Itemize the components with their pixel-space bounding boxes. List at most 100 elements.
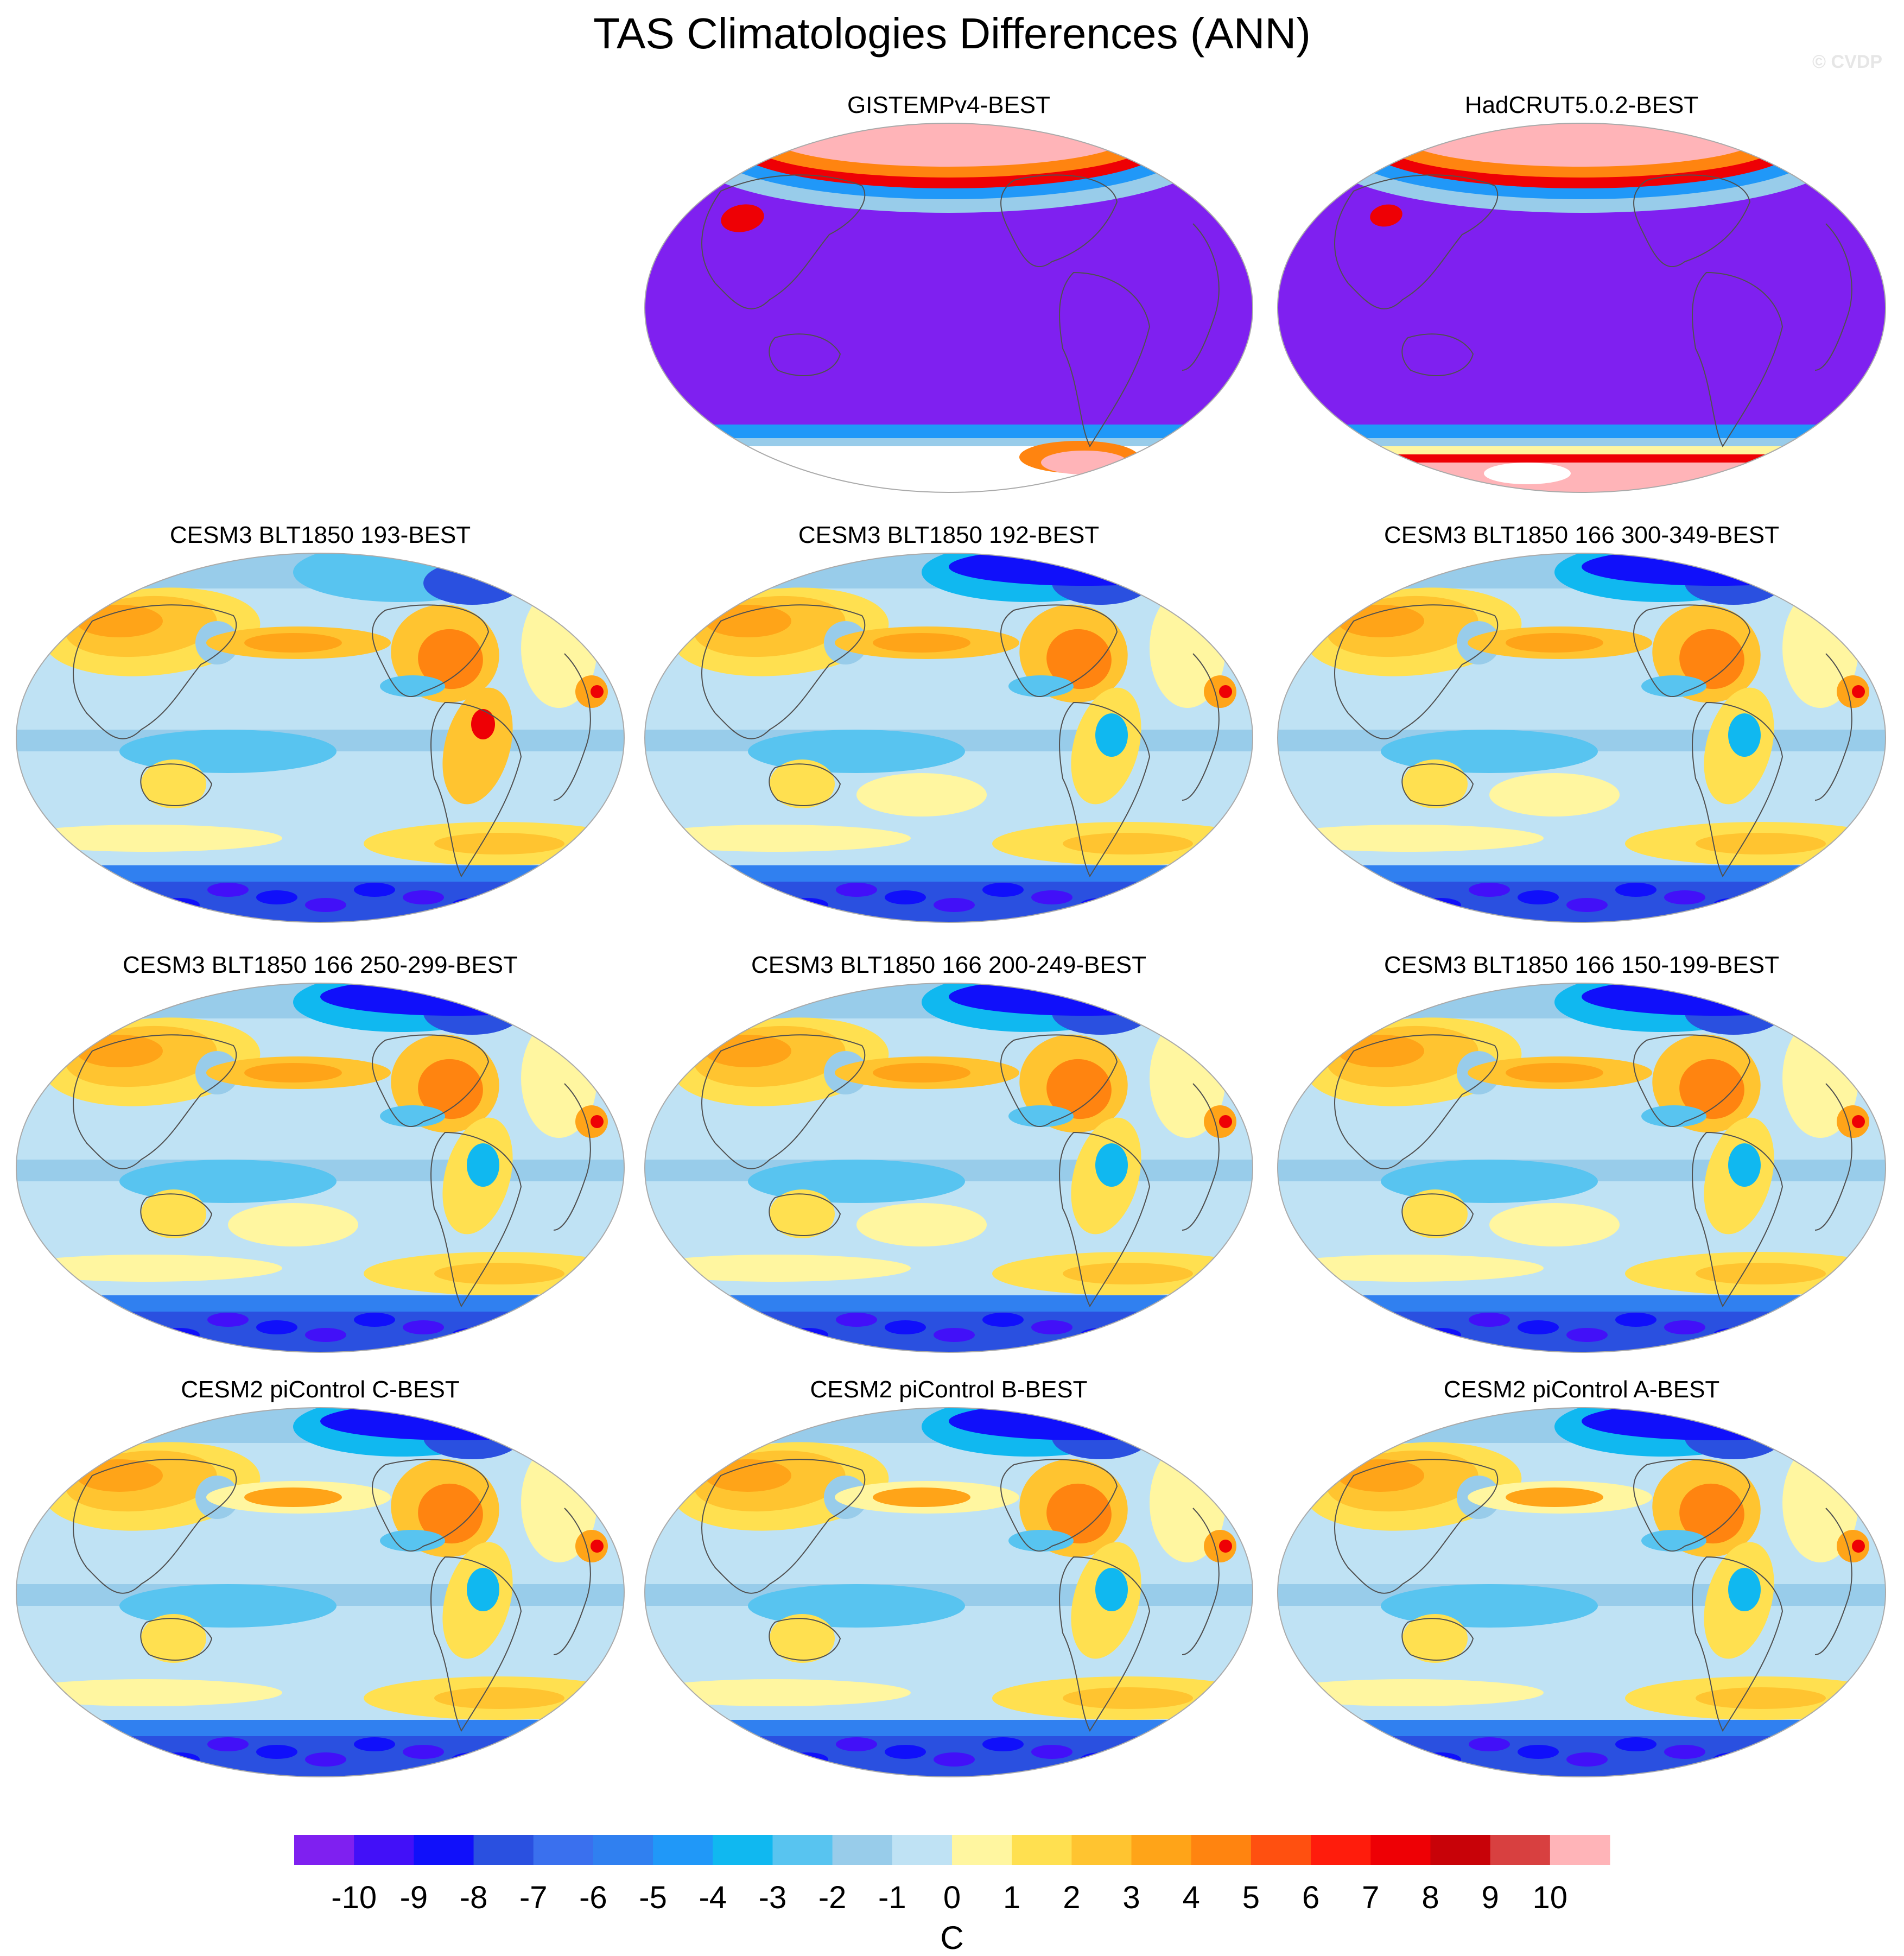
antarctic-core: [256, 1320, 297, 1334]
coastline: [1059, 1556, 1151, 1732]
australia-warm: [770, 1614, 835, 1663]
global-map: [644, 983, 1253, 1353]
so-warm-core: [434, 1687, 564, 1709]
colorbar-swatch: [1251, 1835, 1311, 1865]
antarctic-core: [689, 1313, 731, 1327]
antarctic-core: [1664, 890, 1705, 904]
coastline: [430, 1556, 522, 1732]
antarctic-core: [500, 1737, 542, 1751]
global-map: [644, 1407, 1253, 1777]
namerica-hot: [1679, 629, 1744, 689]
map-outline: [16, 1407, 625, 1777]
panel-title: CESM2 piControl A-BEST: [1443, 1376, 1720, 1403]
spac-warm: [856, 773, 987, 816]
map-field: [1278, 123, 1886, 492]
so-warm-core: [434, 833, 564, 854]
e-pacific-cool: [380, 675, 445, 697]
coastline: [1814, 1083, 1852, 1231]
coastline: [1334, 174, 1499, 309]
greenland-hot: [721, 204, 764, 232]
antarctic-core: [403, 890, 444, 904]
npac-warm-core: [1506, 1487, 1603, 1507]
antarctic-core: [689, 883, 731, 897]
coastline: [1814, 653, 1852, 801]
australia-warm: [1402, 759, 1468, 808]
antarctic-core: [787, 898, 828, 912]
colorbar-swatch: [1430, 1835, 1491, 1865]
coastline: [140, 763, 213, 806]
colorbar-tick-label: 8: [1421, 1880, 1439, 1915]
map-panel: CESM2 piControl A-BEST: [1272, 1375, 1891, 1777]
coastline: [1000, 1459, 1118, 1552]
antarctic-core: [1664, 1745, 1705, 1759]
antarctic-core: [1762, 1737, 1803, 1751]
coastline: [1633, 1459, 1751, 1552]
antarctic-core: [1322, 883, 1363, 897]
coastline: [553, 1083, 591, 1231]
antarctic-core: [836, 1737, 877, 1751]
map-outline: [1277, 983, 1886, 1353]
map-outline: [644, 553, 1253, 923]
colorbar-swatch: [952, 1835, 1012, 1865]
map-field: [645, 123, 1253, 492]
coastline: [73, 1459, 237, 1594]
antarctic-core: [836, 1313, 877, 1327]
colorbar-swatch: [1311, 1835, 1371, 1865]
coastline: [1182, 223, 1220, 371]
amazon-cool: [1095, 713, 1128, 757]
so-warm-west: [16, 1679, 282, 1706]
global-map: [644, 123, 1253, 493]
antarctic-core: [1322, 1313, 1363, 1327]
global-map: [1277, 983, 1886, 1353]
coastline: [430, 701, 522, 878]
map-field: [645, 983, 1253, 1352]
antarctic-light: [645, 438, 1253, 446]
antarctic-core: [787, 1328, 828, 1342]
coastline: [1401, 333, 1474, 376]
map-panel: CESM3 BLT1850 192-BEST: [639, 520, 1258, 923]
colorbar-tick-label: -2: [818, 1880, 847, 1915]
antarctic-core: [61, 1313, 102, 1327]
amazon-cool: [1728, 1568, 1761, 1611]
colorbar-swatch: [1012, 1835, 1072, 1865]
global-map: [16, 983, 625, 1353]
africa-hot-core: [1219, 1540, 1232, 1553]
colorbar-swatch: [713, 1835, 773, 1865]
colorbar-swatch: [1131, 1835, 1192, 1865]
global-map: [1277, 553, 1886, 923]
npac-warm-core: [873, 1063, 970, 1083]
antarctic-core: [1080, 898, 1121, 912]
antarctic-core: [1080, 1328, 1121, 1342]
antarctic-core: [110, 1320, 151, 1334]
e-pacific-cool: [1641, 1530, 1706, 1552]
antarctic-core: [256, 1745, 297, 1759]
eurasia-hot: [705, 605, 791, 637]
antarctic-core: [1371, 890, 1412, 904]
panel-title: CESM2 piControl C-BEST: [181, 1376, 460, 1403]
map-panel: HadCRUT5.0.2-BEST: [1272, 90, 1891, 493]
coastline: [769, 1193, 841, 1236]
colorbar-tick-label: -5: [639, 1880, 667, 1915]
australia-warm: [141, 1189, 206, 1238]
antarctic-core: [982, 1737, 1024, 1751]
map-field: [16, 983, 624, 1352]
namerica-hot: [418, 1059, 483, 1119]
coastline: [372, 604, 490, 698]
so-warm-core: [1063, 833, 1193, 854]
amazon-hot: [471, 709, 495, 739]
australia-warm: [770, 759, 835, 808]
amazon-cool: [467, 1143, 499, 1187]
arctic-pink: [1402, 123, 1761, 167]
colorbar-tick-label: -10: [331, 1880, 377, 1915]
antarctic-core: [1518, 1745, 1559, 1759]
so-warm-core: [1063, 1687, 1193, 1709]
so-warm-west: [645, 825, 911, 852]
map-panel: CESM3 BLT1850 166 200-249-BEST: [639, 950, 1258, 1353]
map-outline: [644, 1407, 1253, 1777]
so-warm-core: [434, 1263, 564, 1284]
coastline: [372, 1034, 490, 1128]
map-outline: [1277, 1407, 1886, 1777]
antarctic-core: [110, 890, 151, 904]
amazon-cool: [1095, 1143, 1128, 1187]
coastline: [1401, 1193, 1474, 1236]
